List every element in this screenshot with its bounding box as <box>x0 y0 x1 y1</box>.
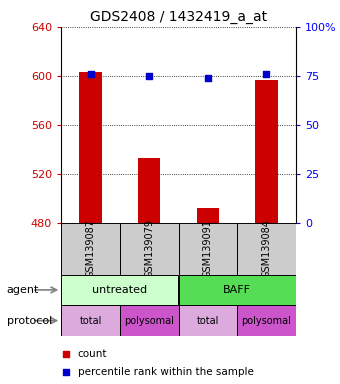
Bar <box>61 223 120 275</box>
Point <box>88 71 93 77</box>
Bar <box>61 275 178 305</box>
Bar <box>120 305 178 336</box>
Text: GSM139091: GSM139091 <box>203 219 213 278</box>
Bar <box>237 305 296 336</box>
Text: polysomal: polysomal <box>124 316 174 326</box>
Point <box>264 71 269 77</box>
Point <box>147 73 152 79</box>
Text: total: total <box>79 316 102 326</box>
Bar <box>120 223 178 275</box>
Text: total: total <box>197 316 219 326</box>
Bar <box>178 305 237 336</box>
Text: agent: agent <box>7 285 39 295</box>
Text: BAFF: BAFF <box>223 285 251 295</box>
Bar <box>178 223 237 275</box>
Bar <box>178 275 296 305</box>
Bar <box>255 79 278 223</box>
Text: percentile rank within the sample: percentile rank within the sample <box>78 367 254 377</box>
Bar <box>79 72 102 223</box>
Text: count: count <box>78 349 107 359</box>
Point <box>63 369 69 376</box>
Bar <box>61 305 120 336</box>
Text: GSM139079: GSM139079 <box>144 219 154 278</box>
Text: untreated: untreated <box>92 285 148 295</box>
Text: GSM139087: GSM139087 <box>86 219 96 278</box>
Bar <box>197 208 219 223</box>
Bar <box>138 158 160 223</box>
Text: GSM139084: GSM139084 <box>261 219 271 278</box>
Text: polysomal: polysomal <box>241 316 291 326</box>
Point <box>63 351 69 357</box>
Point <box>205 75 210 81</box>
Bar <box>237 223 296 275</box>
Text: protocol: protocol <box>7 316 52 326</box>
Title: GDS2408 / 1432419_a_at: GDS2408 / 1432419_a_at <box>90 10 267 25</box>
